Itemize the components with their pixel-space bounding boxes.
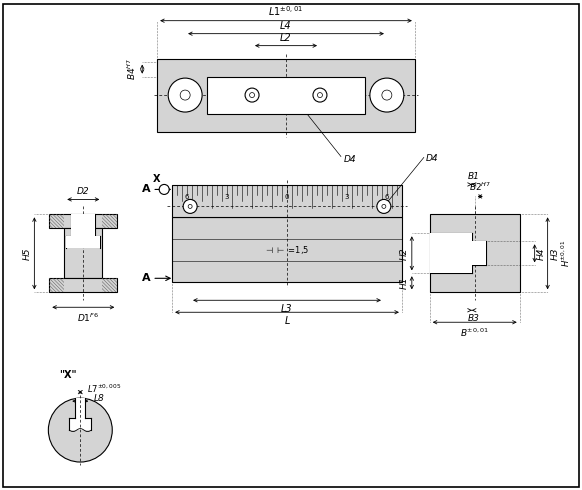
Text: $L7^{\pm0,005}$: $L7^{\pm0,005}$ (87, 383, 122, 395)
Circle shape (382, 204, 386, 208)
Text: A: A (141, 273, 150, 283)
Bar (49, 215, 65, 228)
Text: L: L (285, 316, 290, 326)
Circle shape (370, 78, 404, 112)
Bar (102, 278, 117, 293)
Text: L2: L2 (280, 33, 292, 43)
Text: $L1^{\pm0,01}$: $L1^{\pm0,01}$ (268, 4, 304, 18)
Bar (49, 215, 117, 228)
Text: L8: L8 (93, 393, 104, 403)
Text: X: X (152, 174, 160, 184)
Circle shape (245, 88, 259, 102)
Text: L3: L3 (281, 304, 293, 314)
Text: 3: 3 (345, 195, 349, 200)
Circle shape (317, 93, 322, 98)
Bar (430, 233, 472, 273)
Text: H5: H5 (22, 247, 31, 260)
Bar (102, 215, 117, 228)
Text: D4: D4 (344, 155, 357, 164)
Text: D4: D4 (426, 154, 438, 164)
Text: B1: B1 (467, 172, 479, 181)
Bar (65, 228, 102, 278)
Circle shape (159, 184, 169, 195)
Text: "X": "X" (59, 370, 77, 380)
Text: 0: 0 (285, 195, 289, 200)
Text: $\dashv\vdash$ =1,5: $\dashv\vdash$ =1,5 (264, 244, 310, 256)
Text: H2: H2 (400, 247, 409, 260)
Text: H1: H1 (400, 276, 409, 289)
Circle shape (183, 199, 197, 214)
Circle shape (188, 204, 192, 208)
Text: $H^{\pm0,01}$: $H^{\pm0,01}$ (560, 240, 572, 267)
Bar (207, 76, 365, 114)
Bar (157, 59, 415, 131)
Text: B3: B3 (467, 314, 479, 323)
Circle shape (313, 88, 327, 102)
Bar (172, 185, 402, 218)
Bar (75, 398, 86, 418)
Text: $B^{\pm0,01}$: $B^{\pm0,01}$ (460, 326, 489, 339)
Circle shape (168, 78, 202, 112)
Circle shape (377, 199, 391, 214)
Circle shape (180, 90, 190, 100)
Text: 6: 6 (385, 195, 389, 200)
Text: L4: L4 (280, 21, 292, 31)
Text: D2: D2 (77, 188, 90, 196)
Bar (430, 242, 486, 265)
Bar (430, 215, 520, 293)
Bar (49, 278, 117, 293)
Text: $B4^{H7}$: $B4^{H7}$ (126, 58, 138, 80)
Bar (72, 215, 95, 248)
Text: $B2^{H7}$: $B2^{H7}$ (469, 181, 491, 194)
Text: H3: H3 (551, 247, 560, 260)
Text: 3: 3 (225, 195, 229, 200)
Text: H4: H4 (537, 247, 546, 260)
Circle shape (382, 90, 392, 100)
Text: A: A (141, 184, 150, 195)
Bar (172, 218, 402, 282)
Text: $D1^{F6}$: $D1^{F6}$ (77, 311, 100, 324)
Text: 6: 6 (185, 195, 189, 200)
Bar (49, 278, 65, 293)
Circle shape (48, 398, 112, 462)
Bar (69, 418, 91, 430)
Circle shape (250, 93, 254, 98)
Bar (66, 236, 100, 248)
